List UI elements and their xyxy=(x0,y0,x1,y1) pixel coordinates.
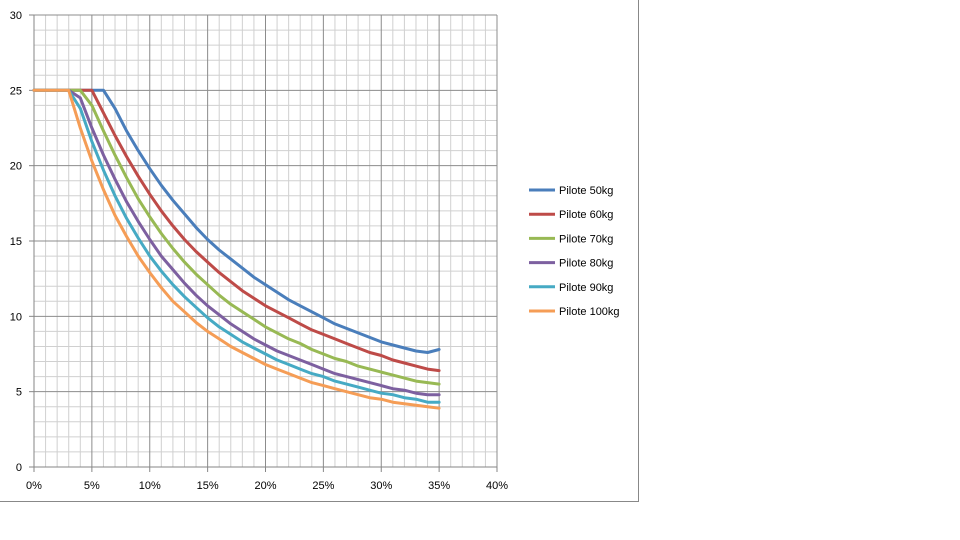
y-axis-tick-labels: 0 5 10 15 20 25 30 xyxy=(10,10,22,474)
series-line-5 xyxy=(32,88,441,404)
y-tick-label: 30 xyxy=(10,10,22,22)
x-tick-label: 25% xyxy=(312,480,334,492)
x-tick-label: 10% xyxy=(139,480,161,492)
legend-label: Pilote 100kg xyxy=(559,306,620,318)
series-line-3 xyxy=(32,88,441,386)
y-tick-label: 0 xyxy=(16,462,22,474)
legend: Pilote 50kg Pilote 60kg Pilote 70kg Pilote … xyxy=(529,185,620,318)
legend-label: Pilote 80kg xyxy=(559,258,613,270)
series-lines xyxy=(32,88,441,410)
legend-label: Pilote 50kg xyxy=(559,185,613,197)
legend-label: Pilote 70kg xyxy=(559,233,613,245)
y-tick-label: 20 xyxy=(10,161,22,173)
y-tick-label: 10 xyxy=(10,311,22,323)
x-tick-label: 30% xyxy=(370,480,392,492)
y-tick-label: 25 xyxy=(10,85,22,97)
series-line-2 xyxy=(32,88,441,373)
x-tick-label: 35% xyxy=(428,480,450,492)
y-tick-label: 5 xyxy=(16,387,22,399)
series-line-1 xyxy=(32,88,441,354)
y-tick-label: 15 xyxy=(10,236,22,248)
x-tick-label: 40% xyxy=(486,480,508,492)
series-line-4 xyxy=(32,88,441,397)
x-tick-label: 5% xyxy=(84,480,100,492)
legend-label: Pilote 60kg xyxy=(559,209,613,221)
x-tick-label: 15% xyxy=(197,480,219,492)
series-line-6 xyxy=(32,88,441,410)
x-axis-tick-labels: 0% 5% 10% 15% 20% 25% 30% 35% 40% xyxy=(26,480,508,492)
x-tick-label: 0% xyxy=(26,480,42,492)
x-tick-label: 20% xyxy=(254,480,276,492)
chart-area: 0 5 10 15 20 25 30 0% 5% 10% 15% 20% 25% 30% 35% 40% P… xyxy=(0,0,639,502)
line-chart: 0 5 10 15 20 25 30 0% 5% 10% 15% 20% 25% 30% 35% 40% P… xyxy=(10,10,620,492)
legend-label: Pilote 90kg xyxy=(559,282,613,294)
